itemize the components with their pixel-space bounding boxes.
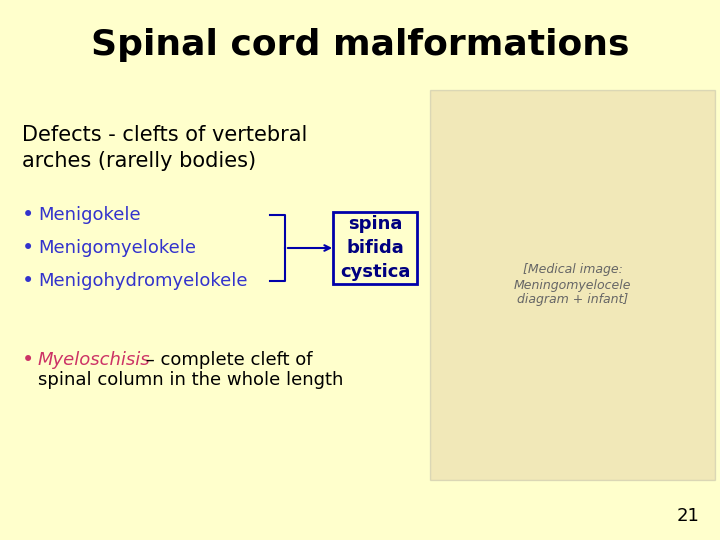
FancyBboxPatch shape — [333, 212, 417, 284]
Text: Menigomyelokele: Menigomyelokele — [38, 239, 196, 257]
Text: Defects - clefts of vertebral
arches (rarelly bodies): Defects - clefts of vertebral arches (ra… — [22, 125, 307, 171]
Text: •: • — [22, 350, 35, 370]
Text: •: • — [22, 271, 35, 291]
Text: spinal column in the whole length: spinal column in the whole length — [38, 371, 343, 389]
Text: •: • — [22, 205, 35, 225]
Text: 21: 21 — [677, 507, 700, 525]
Text: – complete cleft of: – complete cleft of — [140, 351, 312, 369]
Text: Myeloschisis: Myeloschisis — [38, 351, 150, 369]
Text: Spinal cord malformations: Spinal cord malformations — [91, 28, 629, 62]
Text: spina
bifida
cystica: spina bifida cystica — [340, 215, 410, 281]
Text: •: • — [22, 238, 35, 258]
Text: Menigokele: Menigokele — [38, 206, 140, 224]
FancyBboxPatch shape — [430, 90, 715, 480]
Text: [Medical image:
Meningomyelocele
diagram + infant]: [Medical image: Meningomyelocele diagram… — [514, 264, 631, 307]
Text: Menigohydromyelokele: Menigohydromyelokele — [38, 272, 248, 290]
